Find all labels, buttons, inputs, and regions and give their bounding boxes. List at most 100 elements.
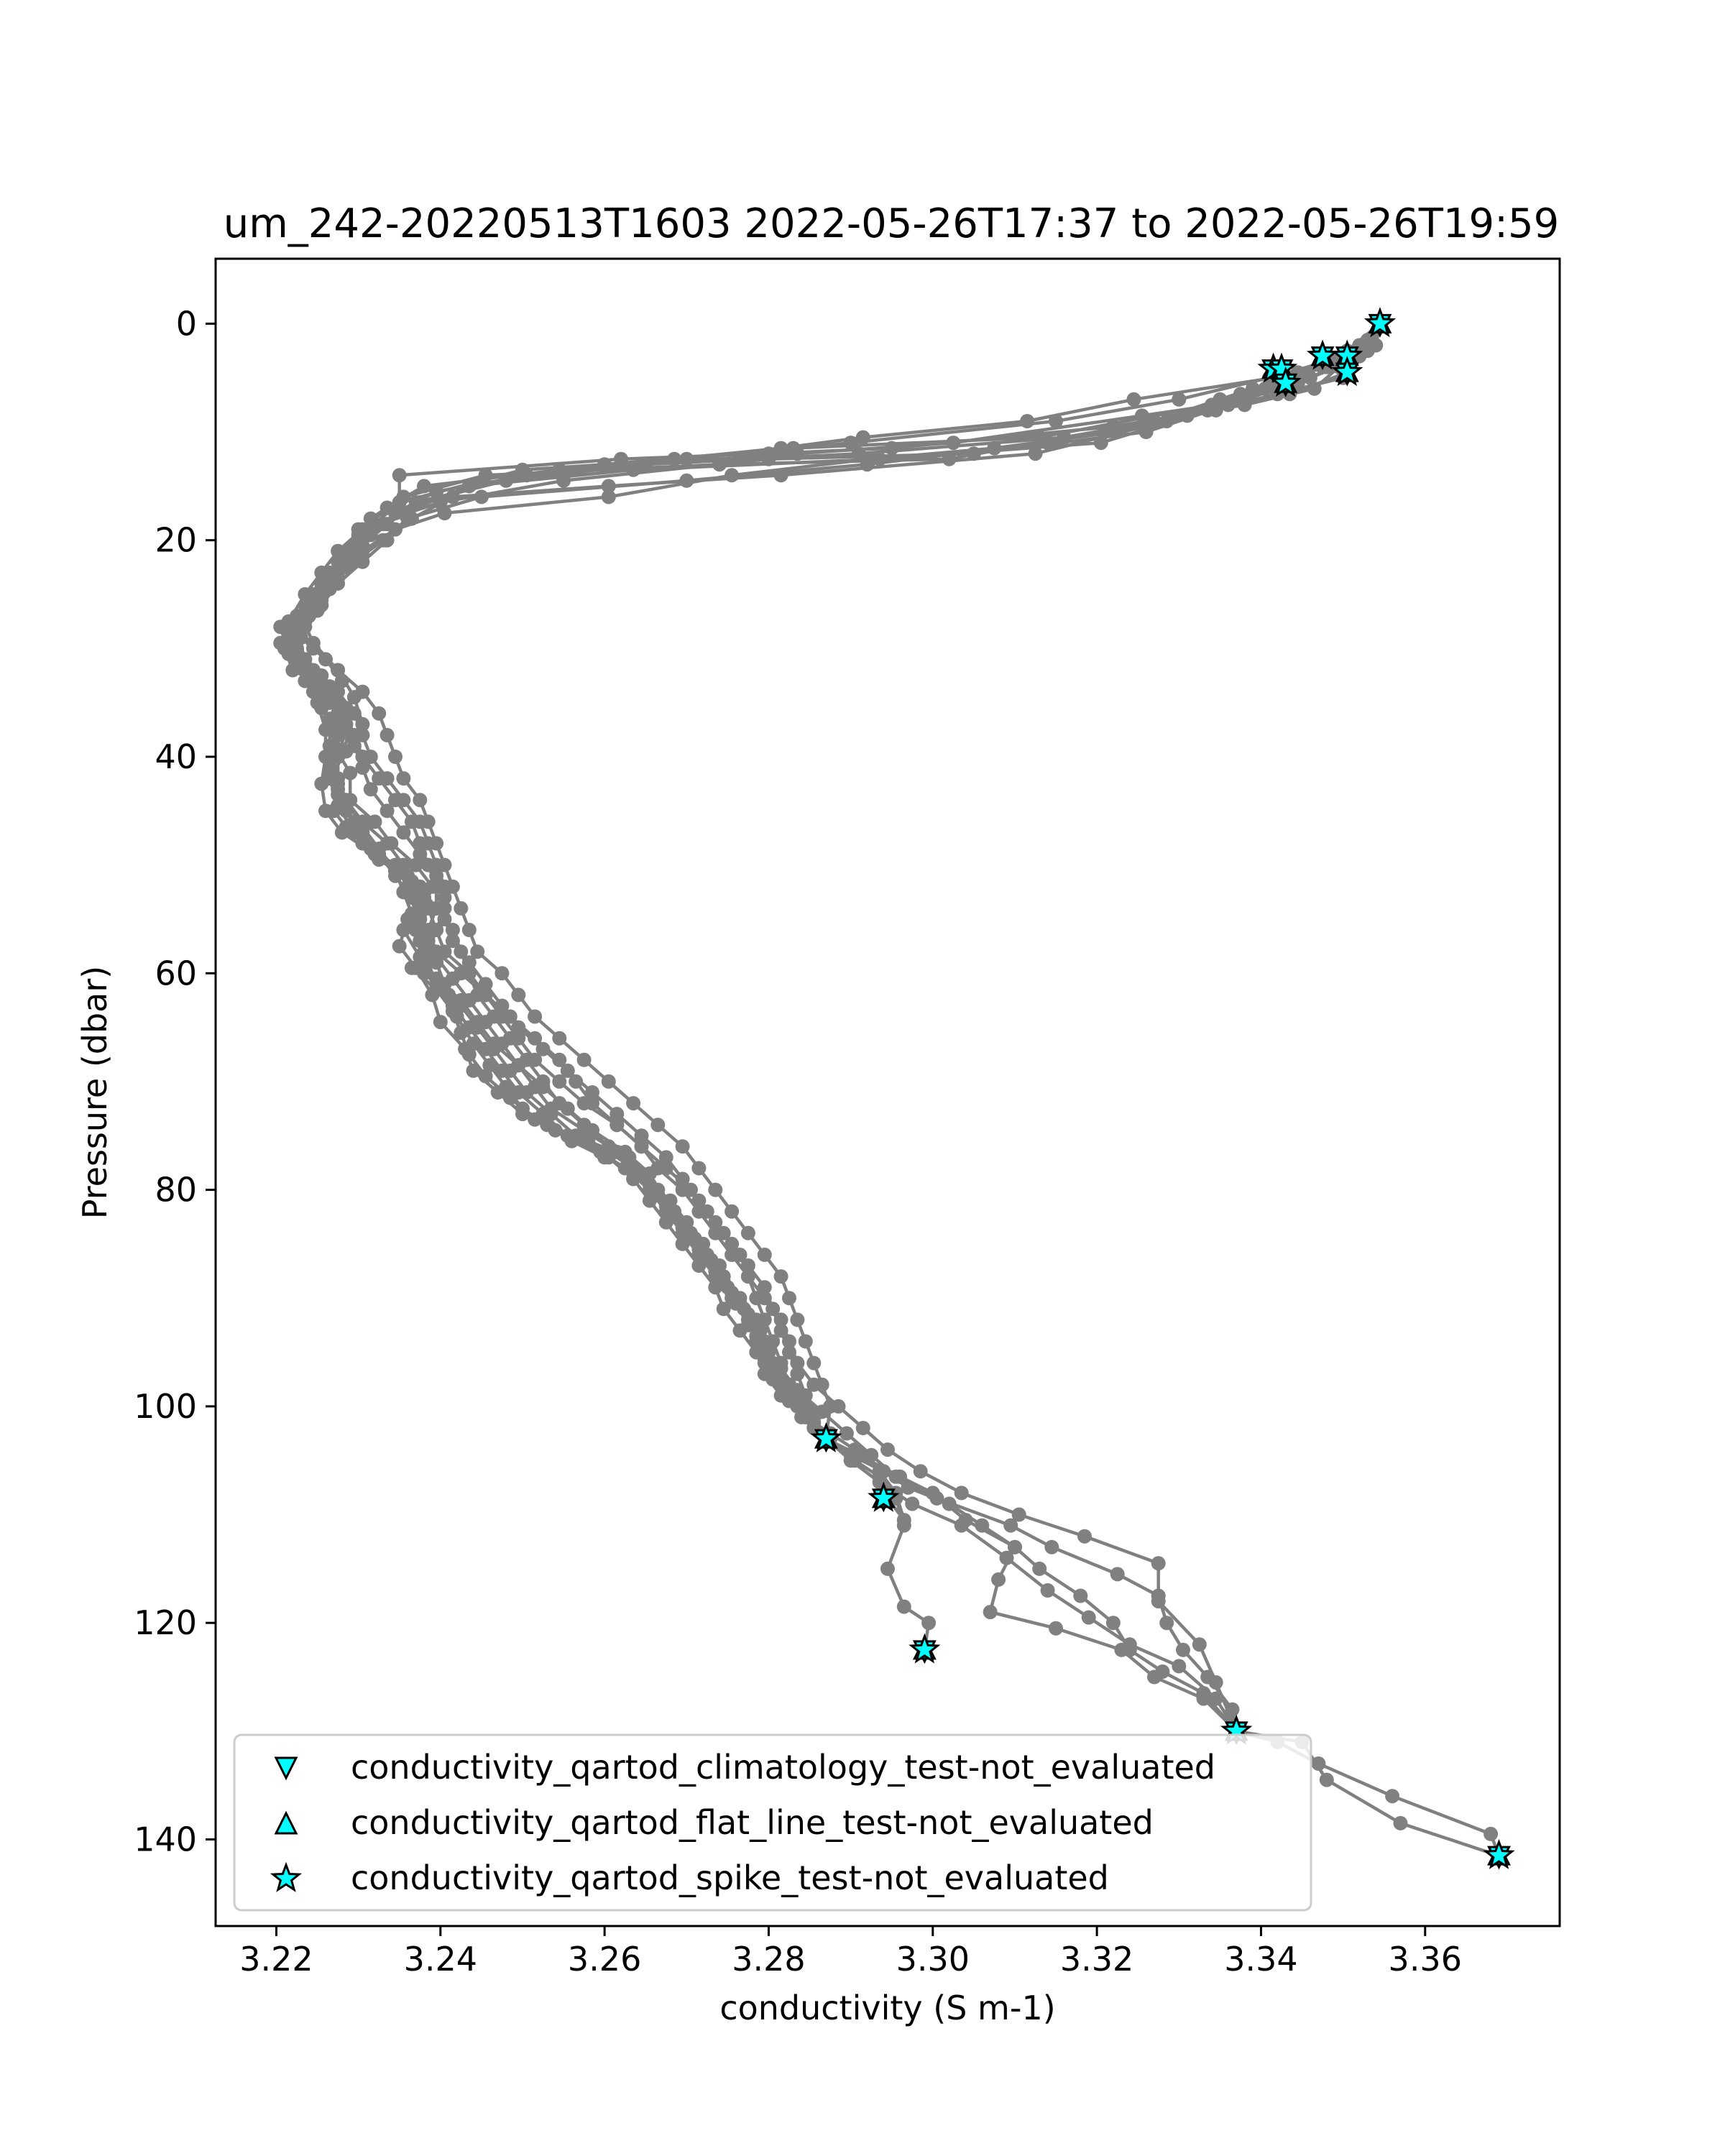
data-point — [437, 890, 452, 905]
data-point — [896, 1513, 911, 1528]
data-point — [650, 1118, 666, 1133]
star-marker-icon — [270, 1861, 303, 1892]
data-point — [843, 1453, 858, 1468]
data-point — [396, 923, 411, 937]
data-point — [626, 1161, 641, 1176]
data-point — [601, 489, 616, 505]
data-point — [494, 998, 510, 1013]
data-point — [773, 1355, 788, 1370]
data-point — [346, 554, 362, 569]
data-point — [355, 543, 370, 558]
data-point — [601, 1074, 616, 1089]
data-point — [790, 1366, 805, 1381]
data-point — [1110, 1567, 1125, 1582]
flag-marker — [1269, 366, 1302, 397]
data-point — [339, 793, 354, 808]
x-tick-label: 3.22 — [239, 1940, 313, 1978]
data-point — [675, 1139, 690, 1154]
data-point — [626, 1096, 641, 1111]
profile-series-10 — [290, 316, 1387, 1447]
legend-label-climatology: conductivity_qartod_climatology_test-not… — [351, 1748, 1215, 1787]
data-point — [552, 1074, 567, 1089]
data-point — [355, 814, 370, 829]
data-point — [437, 857, 452, 872]
data-point — [716, 1269, 731, 1284]
data-point — [1049, 1621, 1063, 1636]
data-point — [712, 457, 727, 472]
data-point — [396, 857, 411, 872]
data-point — [983, 1605, 998, 1620]
triangle-up-marker-icon — [274, 1810, 298, 1835]
data-point — [400, 511, 415, 526]
data-point — [388, 793, 402, 808]
data-point — [1147, 1669, 1162, 1685]
x-tick-label: 3.36 — [1389, 1940, 1462, 1978]
data-point — [765, 1334, 781, 1349]
data-point — [392, 468, 407, 483]
data-point — [372, 706, 387, 721]
data-point — [732, 1291, 748, 1306]
data-point — [1196, 1691, 1211, 1706]
data-point — [749, 1291, 764, 1306]
data-point — [823, 1399, 838, 1414]
data-point — [552, 1096, 567, 1111]
legend-entry-flat-line: conductivity_qartod_flat_line_test-not_e… — [274, 1803, 1154, 1842]
data-point — [675, 1171, 690, 1187]
data-point — [388, 750, 402, 764]
data-point — [470, 944, 485, 959]
spike-flag-marker — [1269, 366, 1302, 397]
data-point — [314, 565, 329, 580]
data-point — [413, 906, 428, 921]
data-point — [535, 1041, 551, 1056]
y-axis-label: Pressure (dbar) — [75, 966, 114, 1219]
data-point — [519, 468, 534, 483]
data-point — [617, 1144, 632, 1159]
flag-marker — [868, 1481, 900, 1513]
spike-flag-marker — [1331, 355, 1363, 387]
y-tick-label: 100 — [134, 1387, 197, 1426]
data-point — [1134, 408, 1149, 423]
data-point — [610, 1118, 625, 1133]
series-layer — [273, 316, 1506, 1864]
data-point — [380, 836, 395, 851]
data-point — [413, 793, 428, 808]
data-point — [1081, 1610, 1096, 1625]
data-point — [331, 565, 346, 580]
data-point — [1032, 1561, 1047, 1576]
y-tick-label: 60 — [155, 954, 197, 992]
data-point — [322, 695, 337, 710]
spike-flag-marker — [810, 1422, 842, 1452]
flag-marker — [1306, 339, 1339, 370]
legend: conductivity_qartod_climatology_test-not… — [233, 1733, 1312, 1912]
data-point — [346, 738, 362, 753]
x-tick-label: 3.26 — [568, 1940, 641, 1978]
x-axis-label: conductivity (S m-1) — [719, 1989, 1055, 2027]
data-point — [724, 468, 740, 483]
data-point — [552, 1052, 567, 1067]
data-point — [429, 868, 444, 883]
data-point — [790, 446, 805, 461]
data-point — [413, 495, 428, 510]
data-point — [684, 1225, 698, 1240]
data-point — [691, 1161, 707, 1176]
data-point — [437, 506, 452, 520]
data-point — [773, 1323, 788, 1338]
data-point — [773, 1388, 788, 1403]
x-tick-label: 3.32 — [1060, 1940, 1133, 1978]
data-point — [576, 1118, 592, 1133]
data-point — [552, 1031, 567, 1046]
data-point — [1126, 392, 1141, 407]
data-point — [1003, 1518, 1018, 1533]
data-point — [528, 1009, 543, 1024]
data-point — [478, 1069, 493, 1084]
data-point — [408, 857, 423, 872]
data-point — [339, 717, 354, 732]
flag-marker-layer — [810, 307, 1515, 1870]
plot-frame — [214, 257, 1561, 1927]
data-point — [896, 1599, 911, 1614]
data-point — [855, 1421, 870, 1435]
data-point — [597, 457, 612, 472]
data-point — [782, 1377, 796, 1392]
data-point — [404, 814, 419, 829]
